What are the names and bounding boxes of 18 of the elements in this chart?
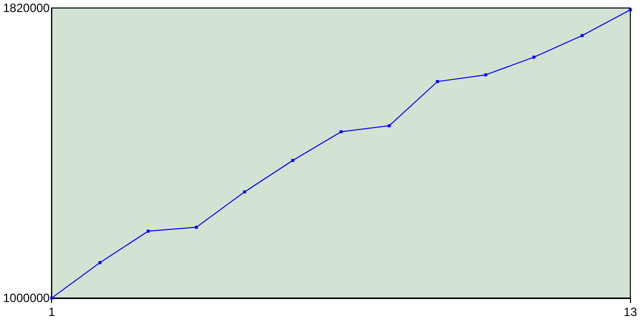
point	[436, 80, 439, 84]
point	[146, 230, 150, 233]
point	[194, 226, 198, 229]
y-tick-label: 1000000	[3, 291, 50, 305]
point	[628, 8, 632, 12]
point	[50, 296, 54, 300]
point	[532, 56, 536, 59]
point	[484, 73, 488, 76]
point	[580, 34, 584, 38]
point	[388, 124, 391, 128]
point	[340, 130, 343, 134]
point	[291, 158, 294, 162]
y-tick-label: 1820000	[3, 1, 50, 15]
point	[243, 190, 246, 194]
x-tick-label: 13	[624, 305, 638, 319]
line-series	[50, 8, 632, 300]
x-tick-label: 1	[48, 305, 56, 319]
point	[98, 261, 102, 264]
